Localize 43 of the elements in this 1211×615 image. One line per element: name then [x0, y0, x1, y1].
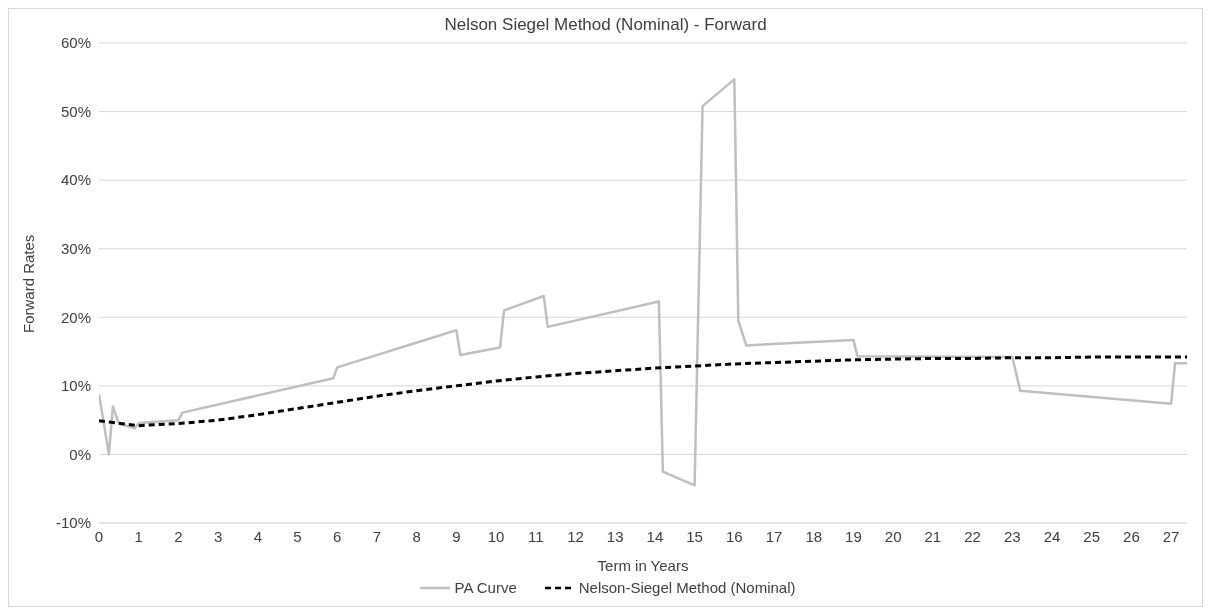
x-tick-label: 24 — [1043, 527, 1061, 545]
y-tick-label: 0% — [69, 445, 91, 463]
x-tick-label: 16 — [725, 527, 743, 545]
y-axis-title: Forward Rates — [20, 234, 38, 333]
x-tick-label: 7 — [372, 527, 382, 545]
x-tick-label: 8 — [412, 527, 421, 545]
y-tick-label: 60% — [60, 34, 91, 52]
x-tick-label: 6 — [333, 527, 342, 545]
x-tick-label: 22 — [964, 527, 981, 545]
y-tick-label: 10% — [60, 377, 91, 395]
x-tick-label: 20 — [884, 527, 902, 545]
x-tick-label: 18 — [805, 527, 823, 545]
x-tick-label: 14 — [646, 527, 664, 545]
x-tick-label: 25 — [1083, 527, 1101, 545]
x-tick-label: 5 — [293, 527, 302, 545]
x-tick-label: 12 — [567, 527, 584, 545]
legend-label: Nelson-Siegel Method (Nominal) — [578, 579, 796, 596]
line-series — [99, 78, 1187, 487]
x-tick-label: 26 — [1123, 527, 1140, 545]
x-tick-label: 0 — [94, 527, 104, 545]
x-tick-label: 19 — [845, 527, 862, 545]
x-tick-label: 2 — [174, 527, 183, 545]
line-series — [99, 355, 1187, 428]
y-tick-label: 40% — [60, 171, 91, 189]
x-tick-label: 21 — [924, 527, 942, 545]
x-tick-label: 15 — [686, 527, 703, 545]
y-tick-label: 50% — [60, 102, 91, 120]
legend-label: PA Curve — [454, 579, 517, 596]
x-tick-label: 27 — [1162, 527, 1180, 545]
y-tick-label: 30% — [60, 240, 91, 258]
y-tick-label: -10% — [55, 514, 91, 532]
y-tick-label: 20% — [60, 308, 91, 326]
chart-title: Nelson Siegel Method (Nominal) - Forward — [443, 15, 768, 35]
x-tick-label: 10 — [487, 527, 505, 545]
x-tick-label: 13 — [606, 527, 624, 545]
x-tick-label: 23 — [1003, 527, 1021, 545]
x-tick-label: 11 — [528, 527, 544, 545]
x-tick-label: 17 — [765, 527, 783, 545]
x-tick-label: 4 — [253, 527, 262, 545]
x-tick-label: 3 — [213, 527, 223, 545]
x-tick-label: 9 — [452, 527, 461, 545]
x-axis-title: Term in Years — [597, 557, 689, 574]
x-tick-label: 1 — [134, 527, 143, 545]
